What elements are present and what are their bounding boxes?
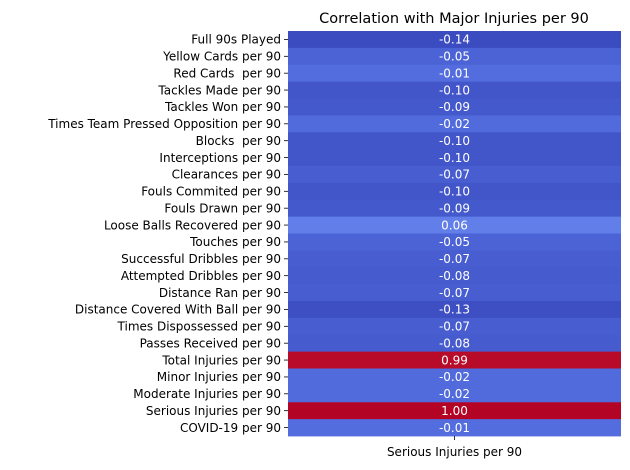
heatmap-cell xyxy=(288,132,621,150)
heatmap-cell xyxy=(288,317,621,336)
heatmap-cell xyxy=(288,402,621,420)
cell-value-label: -0.02 xyxy=(439,387,470,401)
row-label: Full 90s Played xyxy=(191,33,281,47)
cell-value-label: -0.07 xyxy=(439,320,470,334)
cell-value-label: -0.08 xyxy=(439,269,470,283)
row-label: Attempted Dribbles per 90 xyxy=(121,269,281,283)
heatmap-cell xyxy=(288,334,621,353)
heatmap-cell xyxy=(288,115,621,133)
cell-value-label: 1.00 xyxy=(441,404,468,418)
row-label: Minor Injuries per 90 xyxy=(157,370,281,384)
cell-value-label: -0.05 xyxy=(439,235,470,249)
heatmap-cell xyxy=(288,216,621,234)
cell-value-label: -0.09 xyxy=(439,100,470,114)
cell-value-label: 0.99 xyxy=(441,353,468,367)
row-label: Serious Injuries per 90 xyxy=(146,404,281,418)
heatmap-cell xyxy=(288,182,621,201)
row-label: Red Cards per 90 xyxy=(173,66,281,80)
x-tick-label: Serious Injuries per 90 xyxy=(387,445,522,459)
heatmap-cell xyxy=(288,301,621,319)
heatmap-cell xyxy=(288,64,621,83)
row-label: Passes Received per 90 xyxy=(140,336,281,350)
row-labels: Full 90s Played Yellow Cards per 90 Red Ca… xyxy=(47,33,288,435)
row-label: Total Injuries per 90 xyxy=(161,353,281,367)
cell-value-label: -0.02 xyxy=(439,370,470,384)
heatmap-cell xyxy=(288,351,621,369)
x-axis: Serious Injuries per 90 xyxy=(387,436,522,459)
heatmap-cells: -0.14 -0.05 -0.01 -0.10 -0.09 -0.02 -0.10 -0.10… xyxy=(288,31,621,437)
chart-title: Correlation with Major Injuries per 90 xyxy=(319,11,589,27)
cell-value-label: -0.13 xyxy=(439,303,470,317)
row-label: Moderate Injuries per 90 xyxy=(133,387,281,401)
cell-value-label: -0.10 xyxy=(439,83,470,97)
cell-value-label: -0.10 xyxy=(439,134,470,148)
cell-value-label: -0.05 xyxy=(439,50,470,64)
heatmap-cell xyxy=(288,419,621,437)
heatmap-cell xyxy=(288,47,621,66)
heatmap-cell xyxy=(288,81,621,99)
cell-value-label: -0.07 xyxy=(439,168,470,182)
heatmap-cell xyxy=(288,267,621,285)
cell-value-label: -0.08 xyxy=(439,336,470,350)
heatmap-cell xyxy=(288,31,621,49)
heatmap-cell xyxy=(288,284,621,302)
row-label: Loose Balls Recovered per 90 xyxy=(104,218,281,232)
row-label: Successful Dribbles per 90 xyxy=(121,252,281,266)
row-label: Fouls Drawn per 90 xyxy=(164,201,281,215)
cell-value-label: -0.07 xyxy=(439,286,470,300)
heatmap-cell xyxy=(288,149,621,167)
row-label: Tackles Made per 90 xyxy=(157,83,281,97)
row-label: Times Dispossessed per 90 xyxy=(117,320,281,334)
cell-value-label: -0.14 xyxy=(439,33,470,47)
cell-value-label: 0.06 xyxy=(441,218,468,232)
row-label: Tackles Won per 90 xyxy=(164,100,281,114)
cell-value-label: -0.09 xyxy=(439,201,470,215)
row-label: Distance Ran per 90 xyxy=(159,286,281,300)
row-label: COVID-19 per 90 xyxy=(180,421,281,435)
heatmap-cell xyxy=(288,385,621,403)
row-label: Interceptions per 90 xyxy=(159,151,281,165)
cell-value-label: -0.10 xyxy=(439,151,470,165)
cell-value-label: -0.01 xyxy=(439,421,470,435)
heatmap-cell xyxy=(288,199,621,218)
heatmap-cell xyxy=(288,233,621,251)
heatmap-cell xyxy=(288,98,621,116)
row-label: Blocks per 90 xyxy=(196,134,281,148)
row-label: Touches per 90 xyxy=(189,235,281,249)
cell-value-label: -0.02 xyxy=(439,117,470,131)
cell-value-label: -0.07 xyxy=(439,252,470,266)
cell-value-label: -0.10 xyxy=(439,185,470,199)
row-label: Times Team Pressed Opposition per 90 xyxy=(47,117,281,131)
heatmap-cell xyxy=(288,166,621,184)
row-label: Distance Covered With Ball per 90 xyxy=(75,303,281,317)
row-label: Clearances per 90 xyxy=(172,168,281,182)
row-label: Yellow Cards per 90 xyxy=(162,50,281,64)
heatmap-cell xyxy=(288,368,621,386)
row-label: Fouls Commited per 90 xyxy=(141,185,281,199)
cell-value-label: -0.01 xyxy=(439,66,470,80)
heatmap-cell xyxy=(288,250,621,268)
